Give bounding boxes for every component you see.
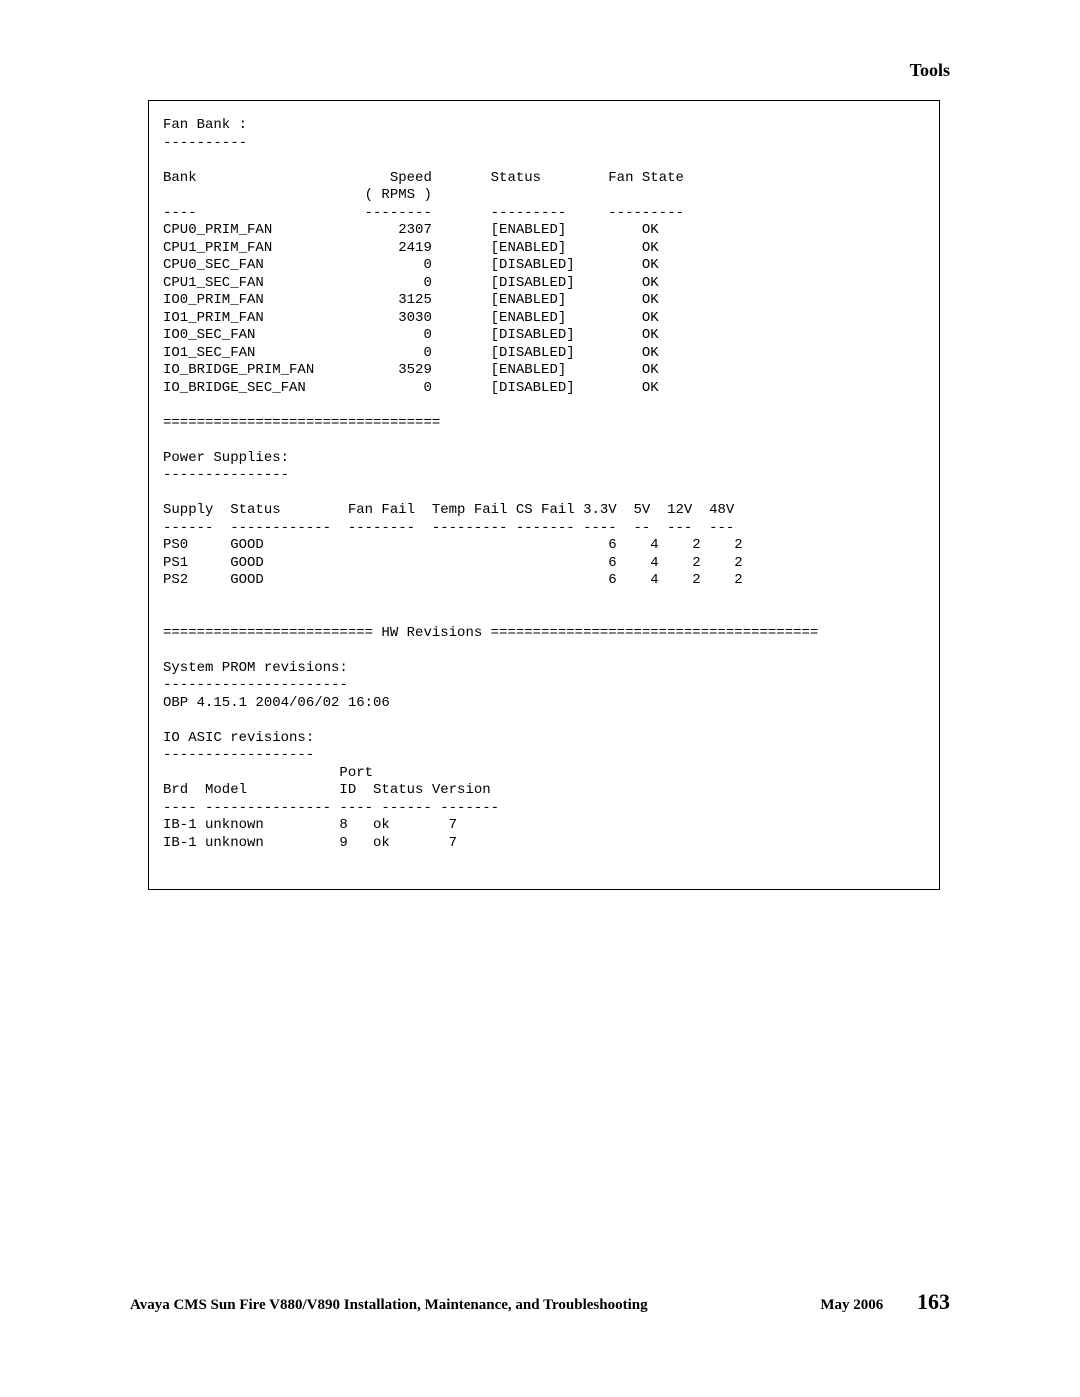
section-title: Tools	[910, 60, 950, 81]
footer-doc-title: Avaya CMS Sun Fire V880/V890 Installatio…	[130, 1297, 648, 1314]
terminal-output: Fan Bank : ---------- Bank Speed Status …	[148, 100, 940, 890]
footer-right: May 2006 163	[820, 1289, 950, 1315]
footer-page-number: 163	[917, 1289, 950, 1314]
page-footer: Avaya CMS Sun Fire V880/V890 Installatio…	[130, 1289, 950, 1315]
footer-date: May 2006	[820, 1297, 883, 1313]
